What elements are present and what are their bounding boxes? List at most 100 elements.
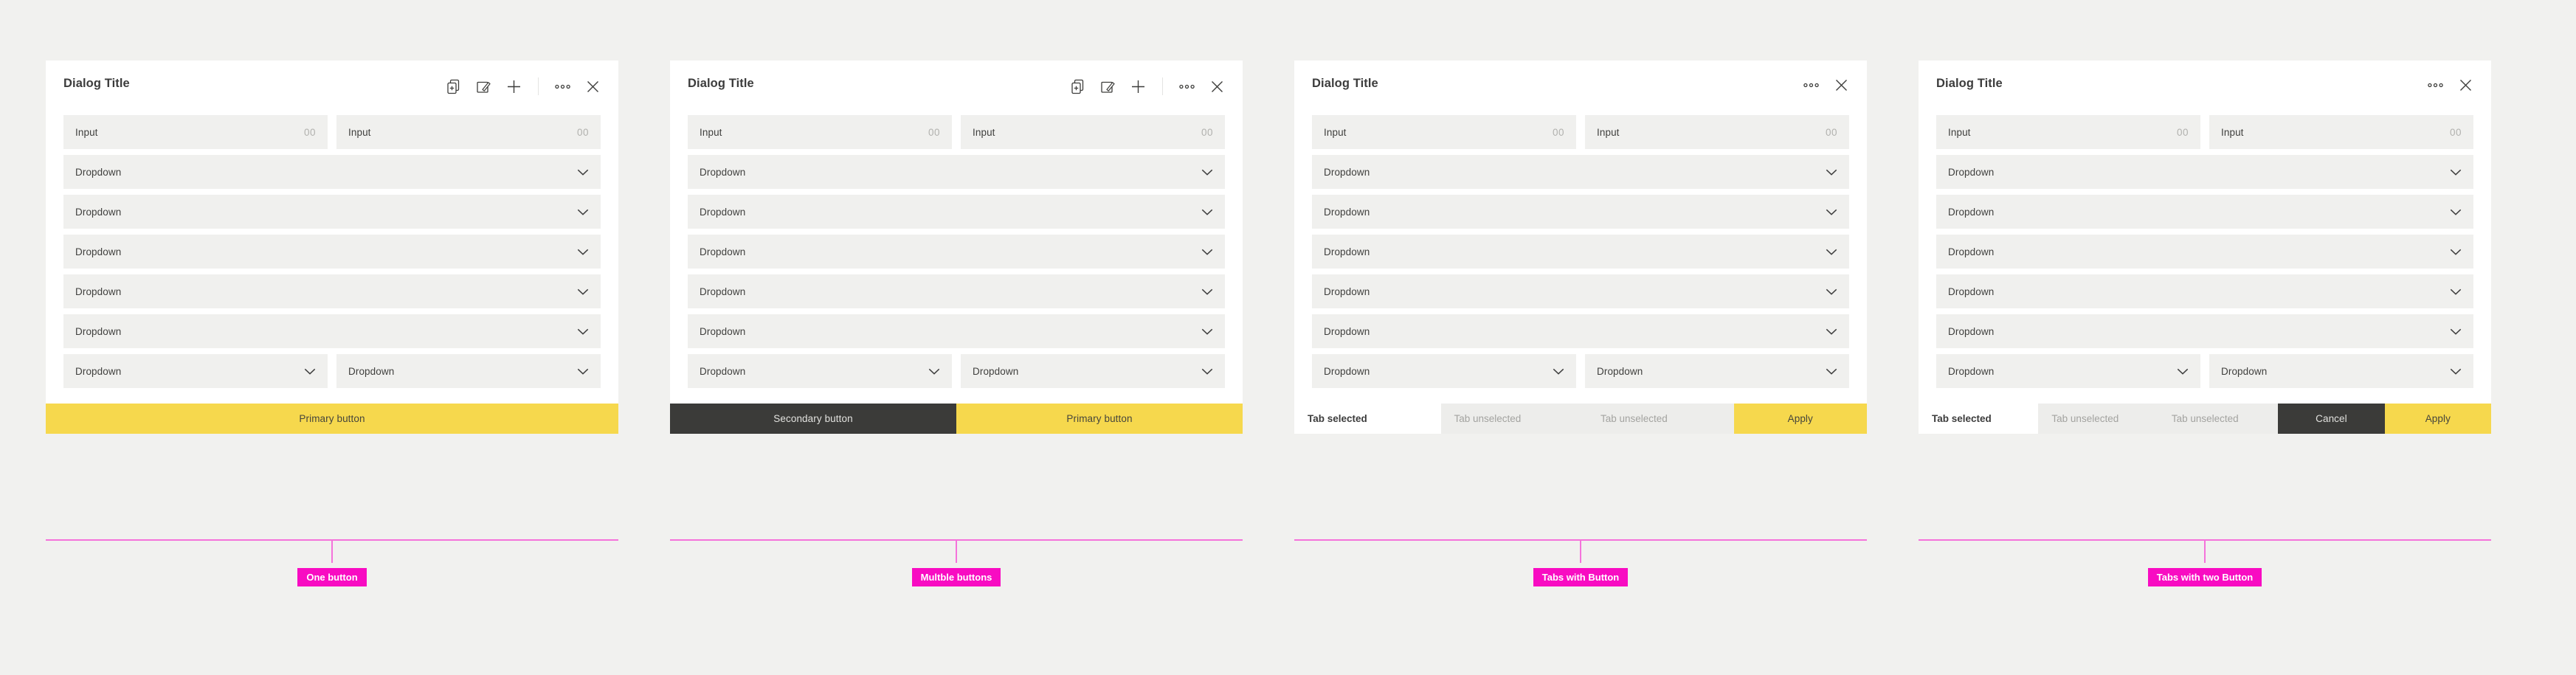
apply-button[interactable]: Apply bbox=[2384, 404, 2492, 434]
plus-icon[interactable] bbox=[1130, 79, 1146, 94]
dialog-title: Dialog Title bbox=[1312, 77, 1378, 90]
dropdown-label: Dropdown bbox=[700, 365, 746, 377]
ellipsis-icon[interactable] bbox=[2428, 77, 2443, 93]
dropdown-label: Dropdown bbox=[1324, 246, 1370, 257]
split-dropdown-row: Dropdown Dropdown bbox=[688, 354, 1225, 388]
dropdown-label: Dropdown bbox=[1324, 325, 1370, 337]
tab-selected[interactable]: Tab selected bbox=[1294, 404, 1441, 434]
primary-button[interactable]: Primary button bbox=[956, 404, 1243, 434]
dropdown-field[interactable]: Dropdown bbox=[688, 354, 952, 388]
dropdown-field[interactable]: Dropdown bbox=[1936, 354, 2200, 388]
dropdown-field[interactable]: Dropdown bbox=[63, 155, 601, 189]
figure-tabs-with-two-buttons: Dialog Title Input 00 Input 00 bbox=[1919, 60, 2492, 586]
close-icon[interactable] bbox=[2458, 77, 2473, 93]
dropdown-row: Dropdown bbox=[688, 155, 1225, 189]
dropdown-field[interactable]: Dropdown bbox=[336, 354, 601, 388]
dropdown-row: Dropdown bbox=[1312, 314, 1849, 348]
dropdown-field[interactable]: Dropdown bbox=[1936, 195, 2473, 229]
annotation-tick bbox=[331, 541, 333, 563]
tab-unselected[interactable]: Tab unselected bbox=[1587, 404, 1734, 434]
dropdown-field[interactable]: Dropdown bbox=[1585, 354, 1849, 388]
close-icon[interactable] bbox=[1209, 79, 1225, 94]
close-icon[interactable] bbox=[585, 79, 601, 94]
dropdown-field[interactable]: Dropdown bbox=[2209, 354, 2473, 388]
dropdown-field[interactable]: Dropdown bbox=[63, 354, 328, 388]
dropdown-row: Dropdown bbox=[1936, 195, 2473, 229]
dropdown-field[interactable]: Dropdown bbox=[688, 195, 1225, 229]
chevron-down-icon bbox=[577, 169, 589, 176]
input-field[interactable]: Input 00 bbox=[1936, 115, 2200, 149]
chevron-down-icon bbox=[577, 328, 589, 335]
ellipsis-icon[interactable] bbox=[1803, 77, 1819, 93]
dropdown-field[interactable]: Dropdown bbox=[1936, 274, 2473, 308]
ellipsis-icon[interactable] bbox=[555, 79, 570, 94]
cancel-button[interactable]: Cancel bbox=[2278, 404, 2385, 434]
dropdown-field[interactable]: Dropdown bbox=[1312, 274, 1849, 308]
dropdown-label: Dropdown bbox=[973, 365, 1019, 377]
dialog-tabs-with-button: Dialog Title Input 00 Input 00 bbox=[1294, 60, 1867, 434]
dropdown-label: Dropdown bbox=[1324, 206, 1370, 218]
dropdown-field[interactable]: Dropdown bbox=[1312, 195, 1849, 229]
dropdown-field[interactable]: Dropdown bbox=[1312, 314, 1849, 348]
dropdown-field[interactable]: Dropdown bbox=[63, 195, 601, 229]
dropdown-label: Dropdown bbox=[1948, 246, 1995, 257]
dropdown-field[interactable]: Dropdown bbox=[1312, 354, 1576, 388]
edit-icon[interactable] bbox=[1100, 79, 1116, 94]
copy-add-icon[interactable] bbox=[446, 79, 461, 94]
annotation-line bbox=[670, 539, 1243, 541]
apply-button[interactable]: Apply bbox=[1733, 404, 1867, 434]
primary-button[interactable]: Primary button bbox=[46, 404, 618, 434]
annotation-label: One button bbox=[297, 568, 367, 586]
input-field[interactable]: Input 00 bbox=[2209, 115, 2473, 149]
dropdown-label: Dropdown bbox=[700, 206, 746, 218]
tab-unselected[interactable]: Tab unselected bbox=[2038, 404, 2158, 434]
dropdown-field[interactable]: Dropdown bbox=[688, 155, 1225, 189]
tab-selected[interactable]: Tab selected bbox=[1919, 404, 2039, 434]
chevron-down-icon bbox=[928, 368, 940, 375]
header-actions bbox=[446, 77, 601, 95]
dropdown-field[interactable]: Dropdown bbox=[688, 235, 1225, 269]
input-row: Input 00 Input 00 bbox=[1936, 115, 2473, 149]
dropdown-row: Dropdown bbox=[1936, 314, 2473, 348]
dropdown-field[interactable]: Dropdown bbox=[1312, 235, 1849, 269]
dropdown-field[interactable]: Dropdown bbox=[1936, 235, 2473, 269]
input-label: Input bbox=[1948, 126, 1971, 138]
dropdown-field[interactable]: Dropdown bbox=[63, 314, 601, 348]
ellipsis-icon[interactable] bbox=[1179, 79, 1195, 94]
input-field[interactable]: Input 00 bbox=[63, 115, 328, 149]
dropdown-field[interactable]: Dropdown bbox=[688, 314, 1225, 348]
tab-unselected[interactable]: Tab unselected bbox=[1440, 404, 1587, 434]
secondary-button[interactable]: Secondary button bbox=[670, 404, 956, 434]
input-label: Input bbox=[348, 126, 371, 138]
input-field[interactable]: Input 00 bbox=[336, 115, 601, 149]
dropdown-field[interactable]: Dropdown bbox=[1936, 314, 2473, 348]
input-field[interactable]: Input 00 bbox=[1585, 115, 1849, 149]
dropdown-row: Dropdown bbox=[1936, 155, 2473, 189]
dropdown-label: Dropdown bbox=[700, 325, 746, 337]
dropdown-field[interactable]: Dropdown bbox=[63, 274, 601, 308]
split-dropdown-row: Dropdown Dropdown bbox=[1312, 354, 1849, 388]
dropdown-label: Dropdown bbox=[1597, 365, 1643, 377]
dialog-body: Input 00 Input 00 Dropdown bbox=[46, 115, 618, 394]
copy-add-icon[interactable] bbox=[1070, 79, 1085, 94]
input-field[interactable]: Input 00 bbox=[961, 115, 1225, 149]
dropdown-label: Dropdown bbox=[1948, 166, 1995, 178]
close-icon[interactable] bbox=[1834, 77, 1849, 93]
edit-icon[interactable] bbox=[476, 79, 491, 94]
annotation-label: Tabs with Button bbox=[1533, 568, 1629, 586]
input-field[interactable]: Input 00 bbox=[1312, 115, 1576, 149]
tab-unselected[interactable]: Tab unselected bbox=[2158, 404, 2279, 434]
dropdown-field[interactable]: Dropdown bbox=[961, 354, 1225, 388]
dropdown-field[interactable]: Dropdown bbox=[1936, 155, 2473, 189]
chevron-down-icon bbox=[2450, 288, 2462, 295]
input-label: Input bbox=[700, 126, 722, 138]
dialog-body: Input 00 Input 00 Dropdown bbox=[670, 115, 1243, 394]
dropdown-field[interactable]: Dropdown bbox=[63, 235, 601, 269]
dropdown-field[interactable]: Dropdown bbox=[1312, 155, 1849, 189]
plus-icon[interactable] bbox=[506, 79, 522, 94]
dropdown-row: Dropdown bbox=[1936, 235, 2473, 269]
dropdown-field[interactable]: Dropdown bbox=[688, 274, 1225, 308]
dropdown-row: Dropdown bbox=[1312, 155, 1849, 189]
dropdown-label: Dropdown bbox=[2221, 365, 2268, 377]
input-field[interactable]: Input 00 bbox=[688, 115, 952, 149]
